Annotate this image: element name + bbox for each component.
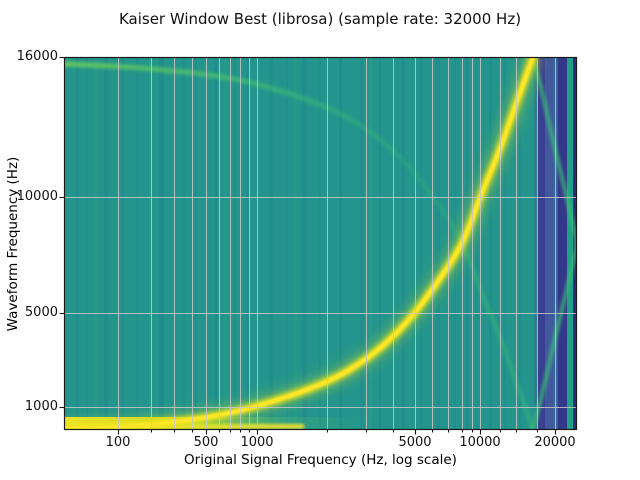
y-tick-label: 1000 [24,399,58,414]
y-tick-label: 10000 [16,189,58,204]
plot-title: Kaiser Window Best (librosa) (sample rat… [118,10,522,28]
x-axis-label: Original Signal Frequency (Hz, log scale… [184,452,457,468]
axis-ticks [59,56,557,435]
x-tick-label: 20000 [534,435,576,450]
x-tick-label: 100 [105,435,131,450]
heatmap-texture-streaks [76,57,521,430]
x-tick-label: 10000 [459,435,501,450]
x-tick-label: 500 [193,435,219,450]
gridlines [64,57,577,430]
x-tick-label: 1000 [240,435,274,450]
plot-border [63,56,578,431]
y-tick-label: 16000 [16,49,58,64]
x-tick-label: 5000 [398,435,432,450]
y-tick-label: 5000 [24,305,58,320]
